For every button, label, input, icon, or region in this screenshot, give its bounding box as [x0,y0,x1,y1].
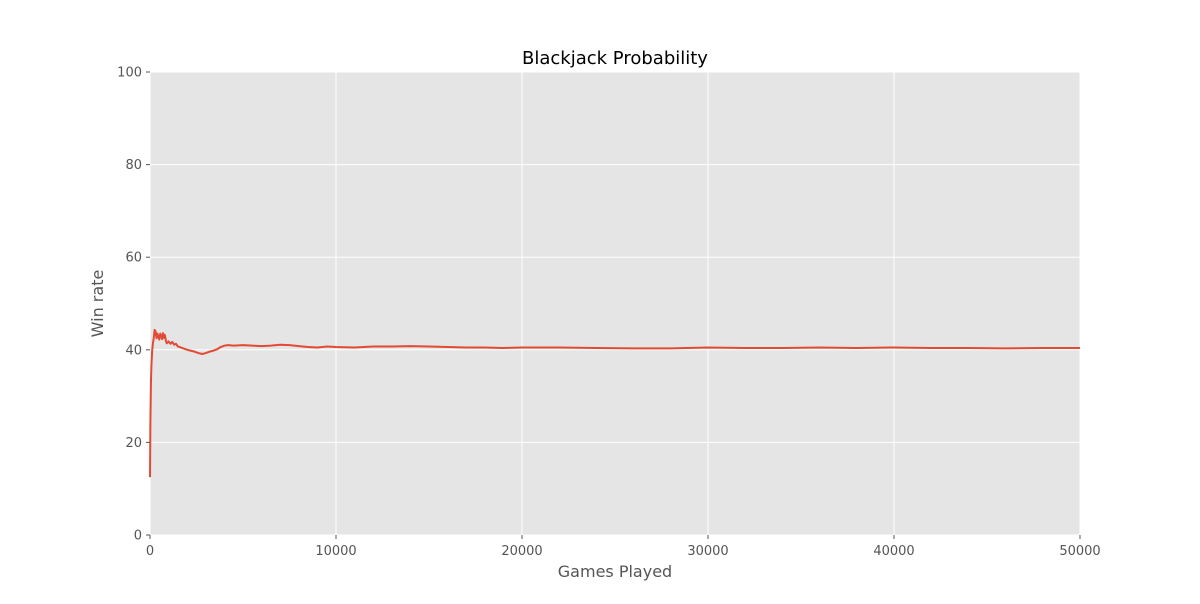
x-tick-label: 10000 [315,544,356,559]
y-tick-label: 40 [125,343,142,358]
y-axis-ticks: 0 20 40 60 80 100 [117,66,150,544]
x-axis-ticks: 0 10000 20000 30000 40000 50000 [146,535,1101,559]
y-tick-label: 60 [125,251,142,266]
y-tick-label: 100 [117,66,142,81]
x-tick-label: 50000 [1059,544,1100,559]
y-tick-label: 0 [134,529,142,544]
x-tick-label: 40000 [873,544,914,559]
x-tick-label: 0 [146,544,154,559]
series-layer [149,328,1080,478]
series-line [149,328,1080,478]
x-tick-label: 20000 [501,544,542,559]
x-tick-label: 30000 [687,544,728,559]
x-axis-label: Games Played [558,562,672,581]
grid-lines [149,71,1081,536]
y-tick-label: 20 [125,436,142,451]
y-tick-label: 80 [125,158,142,173]
plot-area [150,72,1080,535]
y-axis-label: Win rate [88,270,107,338]
chart-title: Blackjack Probability [522,48,708,69]
